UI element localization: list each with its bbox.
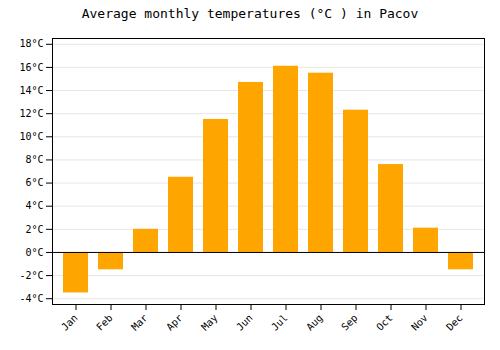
svg-text:Sep: Sep	[339, 312, 360, 333]
svg-text:Mar: Mar	[129, 312, 150, 333]
svg-text:Feb: Feb	[94, 312, 115, 333]
svg-text:10°C: 10°C	[19, 131, 43, 142]
svg-text:Apr: Apr	[164, 312, 185, 333]
svg-text:0°C: 0°C	[25, 247, 43, 258]
svg-text:2°C: 2°C	[25, 224, 43, 235]
svg-text:Jun: Jun	[234, 312, 255, 333]
svg-text:Nov: Nov	[409, 312, 430, 333]
svg-text:-2°C: -2°C	[19, 270, 43, 281]
svg-text:6°C: 6°C	[25, 177, 43, 188]
svg-text:4°C: 4°C	[25, 200, 43, 211]
svg-text:Oct: Oct	[374, 312, 395, 333]
svg-text:14°C: 14°C	[19, 85, 43, 96]
svg-text:Jul: Jul	[269, 312, 290, 333]
svg-text:12°C: 12°C	[19, 108, 43, 119]
svg-text:8°C: 8°C	[25, 154, 43, 165]
svg-text:May: May	[199, 312, 220, 333]
svg-text:-4°C: -4°C	[19, 293, 43, 304]
svg-text:Jan: Jan	[59, 312, 80, 333]
svg-text:18°C: 18°C	[19, 38, 43, 49]
html-text:Average monthly temperatures (: Average monthly temperatures (°C ) in Pa…	[81, 6, 419, 21]
svg-text:Aug: Aug	[304, 312, 325, 333]
svg-text:16°C: 16°C	[19, 62, 43, 73]
svg-text:Dec: Dec	[444, 312, 465, 333]
